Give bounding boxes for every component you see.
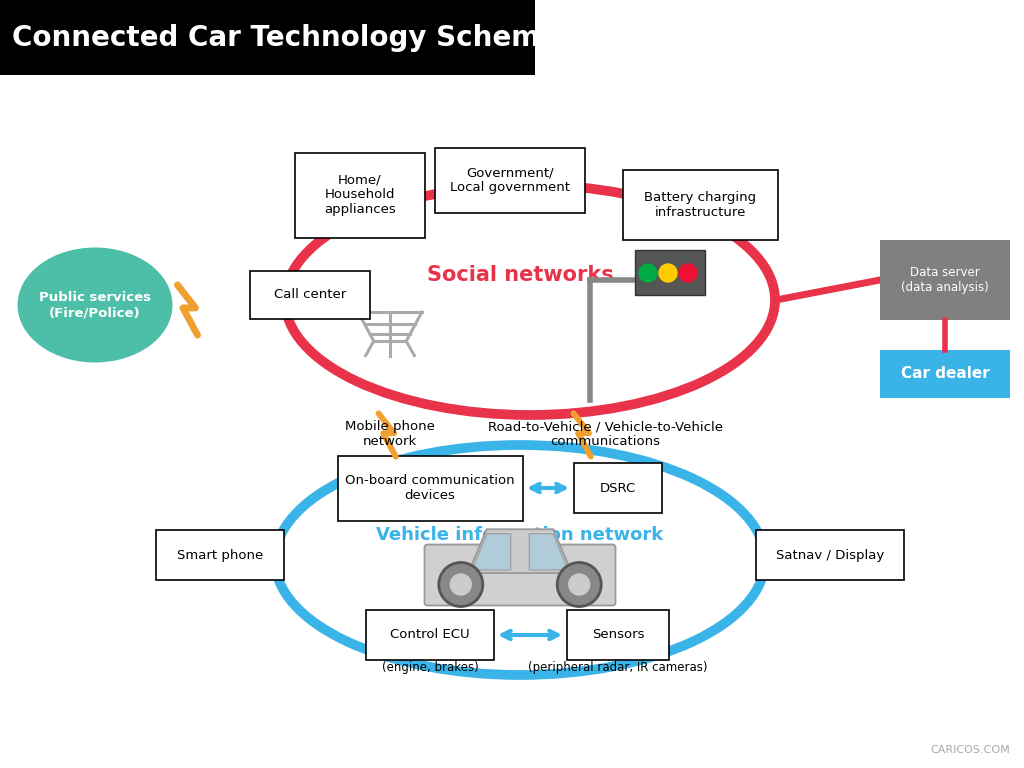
Text: Control ECU: Control ECU bbox=[390, 628, 470, 641]
Bar bbox=[250, 271, 370, 319]
Bar bbox=[635, 250, 705, 295]
Text: (peripheral radar, IR cameras): (peripheral radar, IR cameras) bbox=[528, 661, 708, 674]
Bar bbox=[880, 350, 1010, 398]
Text: Road-to-Vehicle / Vehicle-to-Vehicle
communications: Road-to-Vehicle / Vehicle-to-Vehicle com… bbox=[487, 420, 723, 448]
Text: Data server
(data analysis): Data server (data analysis) bbox=[901, 266, 989, 294]
Bar bbox=[338, 455, 522, 521]
Text: Connected Car Technology Schematic: Connected Car Technology Schematic bbox=[12, 24, 598, 52]
Polygon shape bbox=[472, 534, 511, 570]
Text: (engine, brakes): (engine, brakes) bbox=[382, 661, 478, 674]
Circle shape bbox=[659, 264, 677, 282]
Bar bbox=[756, 530, 904, 580]
Circle shape bbox=[449, 572, 473, 597]
Bar bbox=[623, 170, 777, 240]
Text: Call center: Call center bbox=[273, 289, 346, 302]
Text: Public services
(Fire/Police): Public services (Fire/Police) bbox=[39, 291, 151, 319]
Text: CARICOS.COM: CARICOS.COM bbox=[930, 745, 1010, 755]
Bar bbox=[567, 610, 669, 660]
Bar bbox=[880, 240, 1010, 320]
Ellipse shape bbox=[17, 247, 172, 362]
Circle shape bbox=[567, 572, 591, 597]
Text: Home/
Household
appliances: Home/ Household appliances bbox=[325, 174, 396, 217]
Circle shape bbox=[639, 264, 657, 282]
Polygon shape bbox=[468, 529, 571, 573]
FancyBboxPatch shape bbox=[425, 545, 615, 605]
Text: Smart phone: Smart phone bbox=[177, 548, 263, 561]
Bar bbox=[366, 610, 494, 660]
Bar bbox=[435, 147, 585, 213]
Text: Social networks: Social networks bbox=[427, 265, 613, 285]
Circle shape bbox=[557, 562, 601, 607]
Bar bbox=[574, 463, 662, 513]
Circle shape bbox=[679, 264, 697, 282]
Text: Vehicle information network: Vehicle information network bbox=[377, 526, 664, 544]
Text: Sensors: Sensors bbox=[592, 628, 644, 641]
Text: Car dealer: Car dealer bbox=[901, 366, 989, 382]
Text: DSRC: DSRC bbox=[600, 482, 636, 495]
Text: On-board communication
devices: On-board communication devices bbox=[345, 474, 515, 502]
Text: Mobile phone
network: Mobile phone network bbox=[345, 420, 435, 448]
Text: Government/
Local government: Government/ Local government bbox=[450, 166, 570, 194]
Text: Battery charging
infrastructure: Battery charging infrastructure bbox=[644, 191, 756, 219]
Polygon shape bbox=[529, 534, 568, 570]
Circle shape bbox=[439, 562, 482, 607]
Bar bbox=[295, 153, 425, 237]
Bar bbox=[156, 530, 284, 580]
Bar bbox=[0, 0, 535, 75]
Text: Satnav / Display: Satnav / Display bbox=[776, 548, 884, 561]
